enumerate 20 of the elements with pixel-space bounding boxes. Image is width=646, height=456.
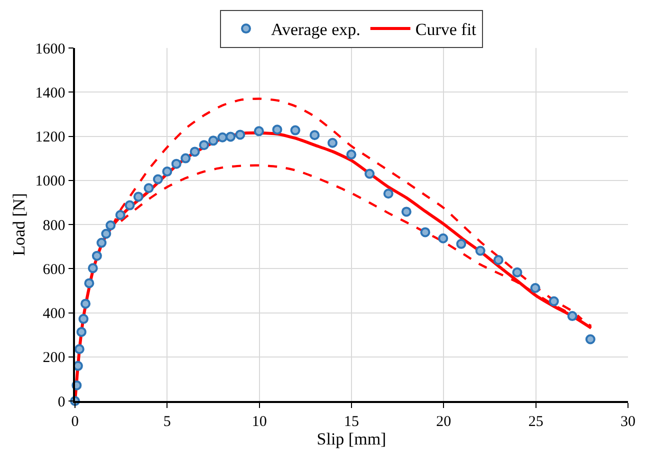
- x-tick-label: 15: [344, 414, 359, 430]
- legend-label: Average exp.: [271, 20, 360, 40]
- y-tick-label: 600: [42, 262, 66, 278]
- y-tick-label: 0: [58, 394, 66, 410]
- y-tick-label: 400: [42, 306, 66, 322]
- x-tick-label: 5: [163, 414, 171, 430]
- x-tick-label: 25: [528, 414, 544, 430]
- x-axis-title: Slip [mm]: [316, 430, 386, 449]
- legend-label: Curve fit: [415, 20, 477, 40]
- y-tick-label: 1200: [35, 130, 66, 146]
- y-tick-label: 200: [42, 350, 66, 366]
- y-tick-label: 1000: [35, 174, 66, 190]
- x-tick-label: 10: [252, 414, 267, 430]
- y-axis-title: Load [N]: [9, 193, 28, 256]
- x-tick-label: 0: [71, 414, 79, 430]
- y-tick-label: 1600: [35, 41, 66, 58]
- y-tick-label: 1400: [35, 85, 66, 102]
- x-tick-label: 20: [436, 414, 452, 430]
- y-tick-label: 800: [42, 218, 66, 234]
- x-tick-label: 30: [620, 414, 636, 430]
